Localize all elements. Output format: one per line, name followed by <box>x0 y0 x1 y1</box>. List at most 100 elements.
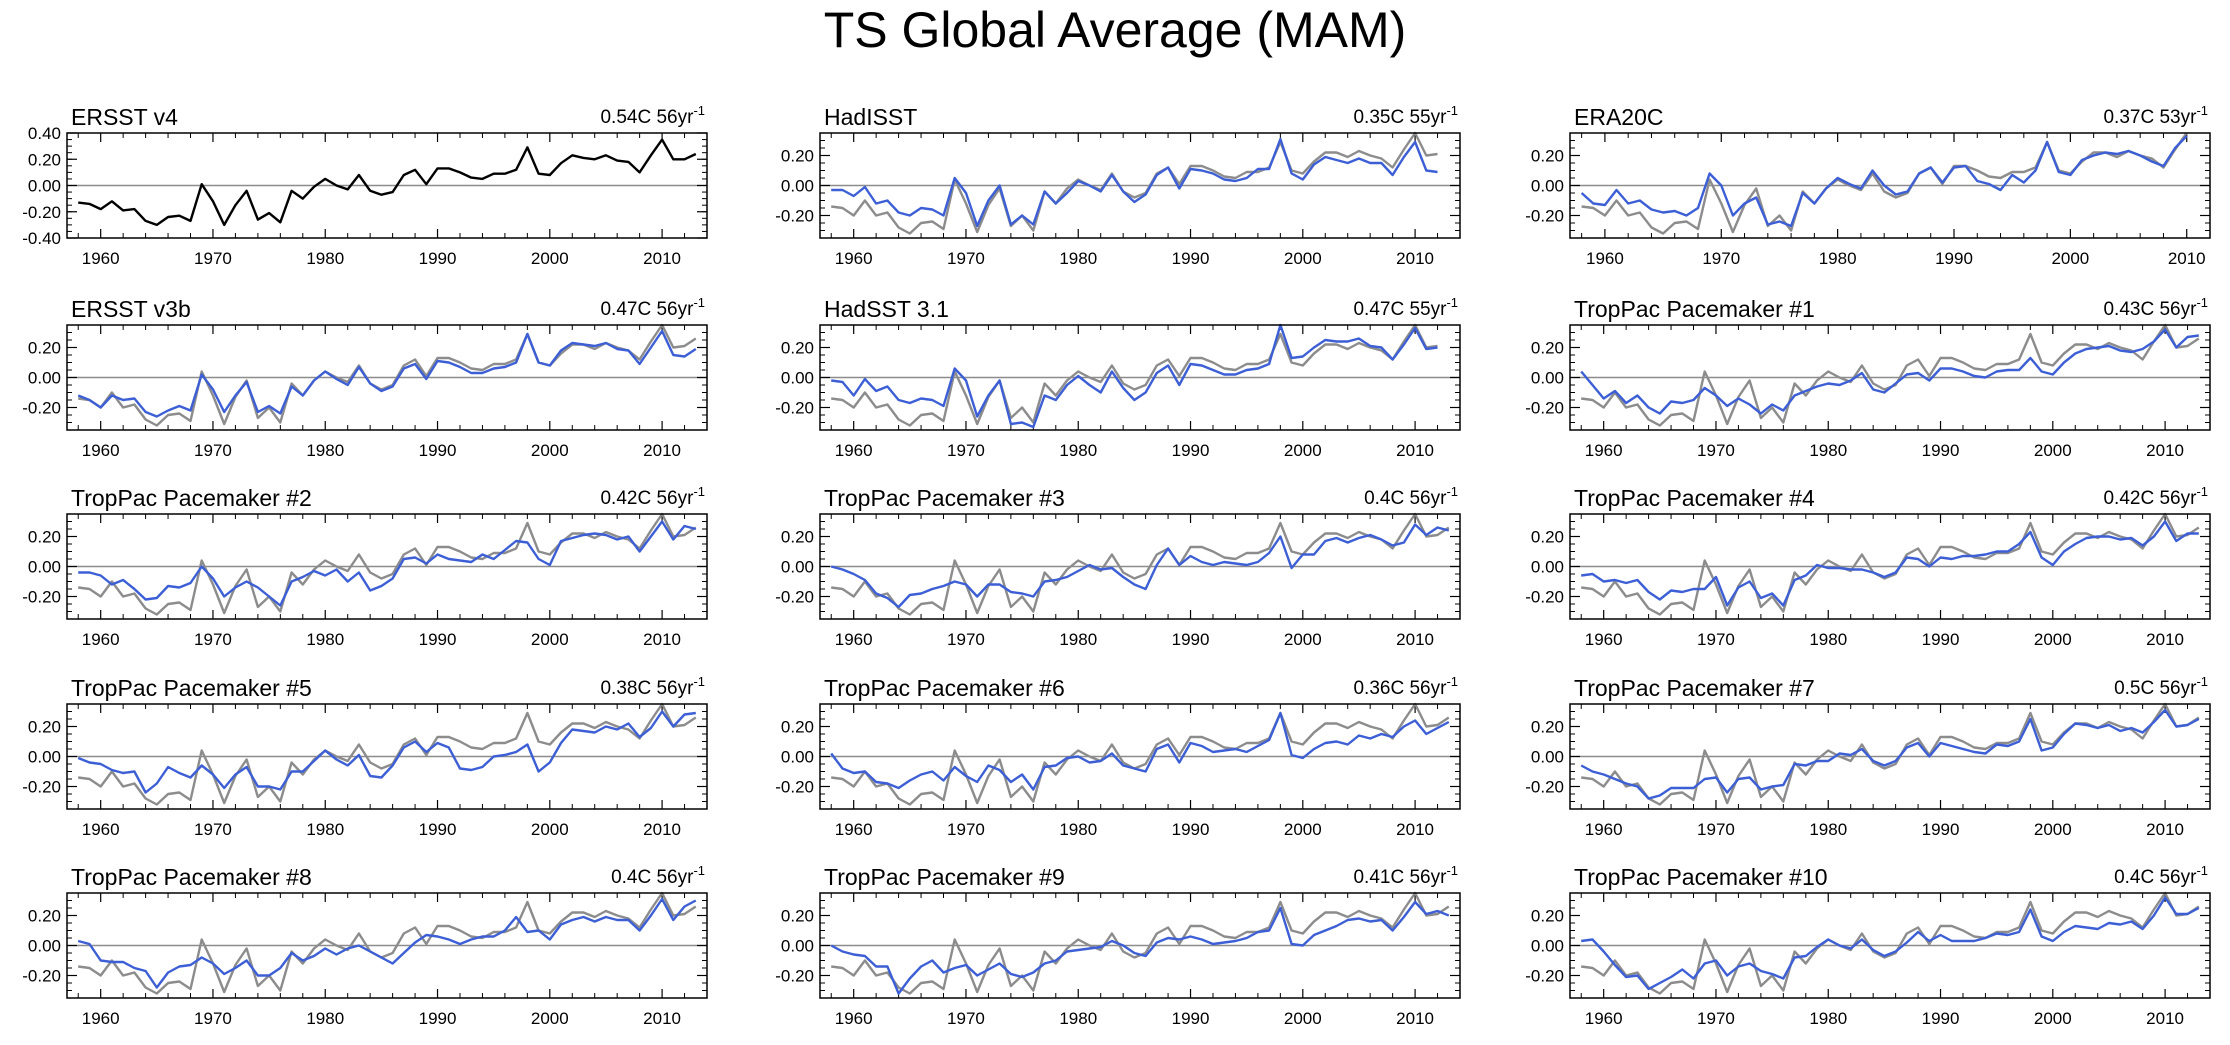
x-tick-label: 1980 <box>306 820 344 839</box>
reference-series-line <box>831 512 1450 616</box>
y-tick-label: -0.20 <box>1525 967 1564 986</box>
chart-panel: 1960 1970 1980 1990 2000 2010 -0.40 -0.20 0.00 0.… <box>22 103 708 268</box>
x-tick-label: 2010 <box>2168 249 2206 268</box>
y-tick-label: 0.20 <box>1531 907 1564 926</box>
trend-label: 0.41C 56yr-1 <box>1353 863 1458 888</box>
model-series-line <box>77 897 697 989</box>
reference-series-line <box>78 702 697 806</box>
x-tick-label: 2010 <box>643 249 681 268</box>
x-tick-label: 1990 <box>1172 820 1210 839</box>
x-tick-label: 1970 <box>947 630 985 649</box>
panel-title: ERSST v3b <box>71 296 191 322</box>
model-series-line <box>77 329 697 418</box>
y-tick-label: 0.20 <box>1531 339 1564 358</box>
x-tick-label: 2010 <box>1396 630 1434 649</box>
x-tick-label: 1990 <box>1172 630 1210 649</box>
x-tick-label: 1960 <box>82 1009 120 1028</box>
x-tick-label: 1970 <box>1697 1009 1735 1028</box>
model-series-line <box>830 900 1450 995</box>
plot-frame <box>66 513 708 620</box>
y-tick-label: 0.00 <box>781 558 814 577</box>
x-tick-label: 1990 <box>1922 1009 1960 1028</box>
y-tick-label: -0.20 <box>775 967 814 986</box>
x-tick-label: 2010 <box>1396 441 1434 460</box>
x-tick-label: 1960 <box>1585 630 1623 649</box>
x-tick-label: 1990 <box>1922 441 1960 460</box>
y-tick-label: -0.20 <box>1525 207 1564 226</box>
panel-title: ERSST v4 <box>71 104 178 130</box>
x-tick-label: 2000 <box>1284 1009 1322 1028</box>
x-tick-label: 1980 <box>1819 249 1857 268</box>
y-tick-label: -0.20 <box>775 588 814 607</box>
y-tick-label: 0.00 <box>28 177 61 196</box>
x-tick-label: 1990 <box>419 441 457 460</box>
x-tick-label: 2010 <box>1396 249 1434 268</box>
reference-series-line <box>78 323 697 427</box>
plot-frame <box>819 132 1461 239</box>
y-tick-label: -0.20 <box>775 399 814 418</box>
x-tick-label: 1980 <box>1059 1009 1097 1028</box>
model-series-line <box>1580 708 2200 800</box>
panel-title: TropPac Pacemaker #8 <box>71 864 312 890</box>
x-tick-label: 2010 <box>1396 820 1434 839</box>
x-tick-label: 2000 <box>2034 1009 2072 1028</box>
chart-panel: 1960 1970 1980 1990 2000 2010 -0.20 0.00 0.20 Tro… <box>22 863 708 1028</box>
x-tick-label: 2000 <box>1284 441 1322 460</box>
x-tick-label: 1960 <box>1585 441 1623 460</box>
x-tick-label: 1960 <box>82 441 120 460</box>
x-tick-label: 1960 <box>835 1009 873 1028</box>
plot-frame <box>66 324 708 431</box>
x-tick-label: 1960 <box>835 820 873 839</box>
y-tick-label: 0.00 <box>781 937 814 956</box>
model-series-line <box>1581 520 2199 607</box>
plot-frame <box>819 703 1461 810</box>
chart-panel: 1960 1970 1980 1990 2000 2010 -0.20 0.00 0.20 ERS… <box>22 295 708 460</box>
y-tick-label: -0.20 <box>22 967 61 986</box>
trend-label: 0.38C 56yr-1 <box>600 674 705 699</box>
chart-panel: 1960 1970 1980 1990 2000 2010 -0.20 0.00 0.20 Tro… <box>22 484 708 649</box>
plot-frame <box>819 892 1461 999</box>
x-tick-label: 2010 <box>2146 630 2184 649</box>
x-tick-label: 1980 <box>1809 630 1847 649</box>
model-series-line <box>831 137 1438 228</box>
x-tick-label: 2010 <box>643 441 681 460</box>
reference-series-line <box>1581 512 2200 616</box>
reference-series-line <box>1581 702 2200 806</box>
x-tick-label: 1990 <box>1172 441 1210 460</box>
plot-frame <box>1569 324 2211 431</box>
trend-label: 0.4C 56yr-1 <box>611 863 705 888</box>
chart-panel: 1960 1970 1980 1990 2000 2010 -0.20 0.00 0.20 Had… <box>775 295 1461 460</box>
reference-series-line <box>78 512 697 616</box>
chart-panel: 1960 1970 1980 1990 2000 2010 -0.20 0.00 0.20 Tro… <box>775 484 1461 649</box>
x-tick-label: 1960 <box>1586 249 1624 268</box>
y-tick-label: 0.20 <box>781 907 814 926</box>
reference-series-line <box>1581 132 2188 235</box>
x-tick-label: 2000 <box>531 1009 569 1028</box>
x-tick-label: 1960 <box>1585 1009 1623 1028</box>
plot-frame <box>66 132 708 239</box>
y-tick-label: 0.00 <box>28 558 61 577</box>
x-tick-label: 1980 <box>306 441 344 460</box>
x-tick-label: 2000 <box>531 820 569 839</box>
panel-title: TropPac Pacemaker #2 <box>71 485 312 511</box>
reference-series-line <box>1581 891 2200 995</box>
y-tick-label: -0.20 <box>775 778 814 797</box>
reference-series-line <box>831 323 1438 427</box>
y-tick-label: -0.20 <box>1525 778 1564 797</box>
panel-title: TropPac Pacemaker #1 <box>1574 296 1815 322</box>
chart-panel: 1960 1970 1980 1990 2000 2010 -0.20 0.00 0.20 Tro… <box>1525 484 2211 649</box>
x-tick-label: 1970 <box>1697 630 1735 649</box>
y-tick-label: -0.20 <box>22 399 61 418</box>
x-tick-label: 2010 <box>2146 1009 2184 1028</box>
panel-title: TropPac Pacemaker #4 <box>1574 485 1815 511</box>
panel-title: TropPac Pacemaker #9 <box>824 864 1065 890</box>
x-tick-label: 2010 <box>643 1009 681 1028</box>
x-tick-label: 1980 <box>306 1009 344 1028</box>
x-tick-label: 1970 <box>1697 441 1735 460</box>
y-tick-label: 0.20 <box>781 147 814 166</box>
y-tick-label: -0.20 <box>22 588 61 607</box>
x-tick-label: 1990 <box>1935 249 1973 268</box>
model-series-line <box>1580 135 2188 228</box>
x-tick-label: 1970 <box>947 1009 985 1028</box>
reference-series-line <box>78 891 697 995</box>
